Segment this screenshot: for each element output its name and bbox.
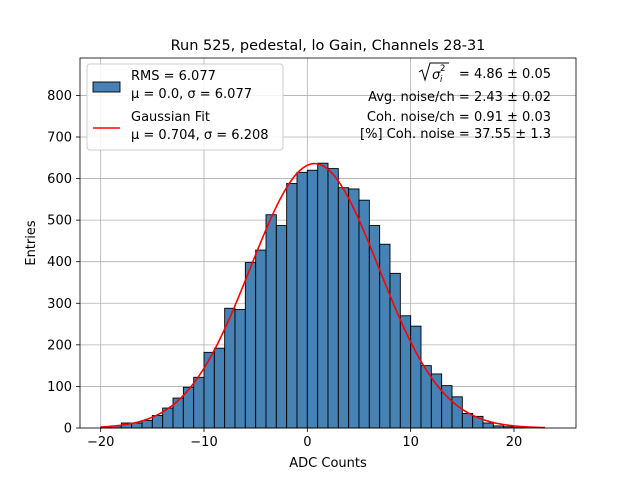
y-tick-label: 300 xyxy=(47,297,72,312)
x-tick-label: −10 xyxy=(190,435,217,450)
histogram-bar xyxy=(431,374,441,428)
y-tick-label: 200 xyxy=(47,338,72,353)
histogram-bar xyxy=(359,200,369,428)
y-tick-label: 400 xyxy=(47,255,72,270)
legend-histogram-label-line2: μ = 0.0, σ = 6.077 xyxy=(131,87,252,102)
y-tick-label: 0 xyxy=(64,422,72,437)
histogram-bar xyxy=(214,348,224,428)
histogram-bar xyxy=(318,163,328,428)
y-tick-label: 800 xyxy=(47,89,72,104)
svg-text:2: 2 xyxy=(440,64,445,74)
histogram-bar xyxy=(194,377,204,428)
histogram-bar xyxy=(142,421,152,428)
chart-title: Run 525, pedestal, lo Gain, Channels 28-… xyxy=(171,38,486,54)
histogram-bar xyxy=(173,398,183,428)
histogram-bar xyxy=(307,170,317,428)
legend-histogram-swatch xyxy=(93,82,120,92)
histogram-bar xyxy=(256,250,266,428)
x-axis-label: ADC Counts xyxy=(289,456,367,471)
legend: RMS = 6.077 μ = 0.0, σ = 6.077 Gaussian … xyxy=(87,64,283,150)
histogram-bar xyxy=(349,189,359,428)
histogram-bar xyxy=(411,326,421,428)
histogram-bar xyxy=(462,413,472,428)
y-tick-label: 600 xyxy=(47,172,72,187)
x-tick-label: 10 xyxy=(402,435,419,450)
histogram-bar xyxy=(483,423,493,428)
histogram-bar xyxy=(266,215,276,428)
x-tick-label: −20 xyxy=(87,435,114,450)
y-axis-label: Entries xyxy=(24,220,39,266)
histogram-bar xyxy=(390,273,400,428)
histogram-bar xyxy=(287,184,297,428)
avg-noise-text: Avg. noise/ch = 2.43 ± 0.02 xyxy=(368,90,551,105)
pct-coh-noise-text: [%] Coh. noise = 37.55 ± 1.3 xyxy=(360,127,551,142)
histogram-bar xyxy=(338,188,348,428)
histogram-bar xyxy=(204,352,214,428)
sigma-value-text: = 4.86 ± 0.05 xyxy=(459,67,551,82)
histogram-bar xyxy=(328,169,338,428)
histogram-bar xyxy=(245,263,255,428)
coh-noise-text: Coh. noise/ch = 0.91 ± 0.03 xyxy=(367,110,551,125)
x-tick-label: 20 xyxy=(506,435,523,450)
y-tick-label: 700 xyxy=(47,130,72,145)
y-tick-label: 500 xyxy=(47,214,72,229)
legend-fit-label-line1: Gaussian Fit xyxy=(131,110,210,125)
histogram-bar xyxy=(276,226,286,428)
legend-histogram-label-line1: RMS = 6.077 xyxy=(131,69,216,84)
legend-fit-label-line2: μ = 0.704, σ = 6.208 xyxy=(131,128,269,143)
histogram-bar xyxy=(235,310,245,428)
histogram-bar xyxy=(452,397,462,428)
x-tick-label: 0 xyxy=(303,435,311,450)
y-tick-label: 100 xyxy=(47,380,72,395)
histogram-bar xyxy=(297,172,307,428)
